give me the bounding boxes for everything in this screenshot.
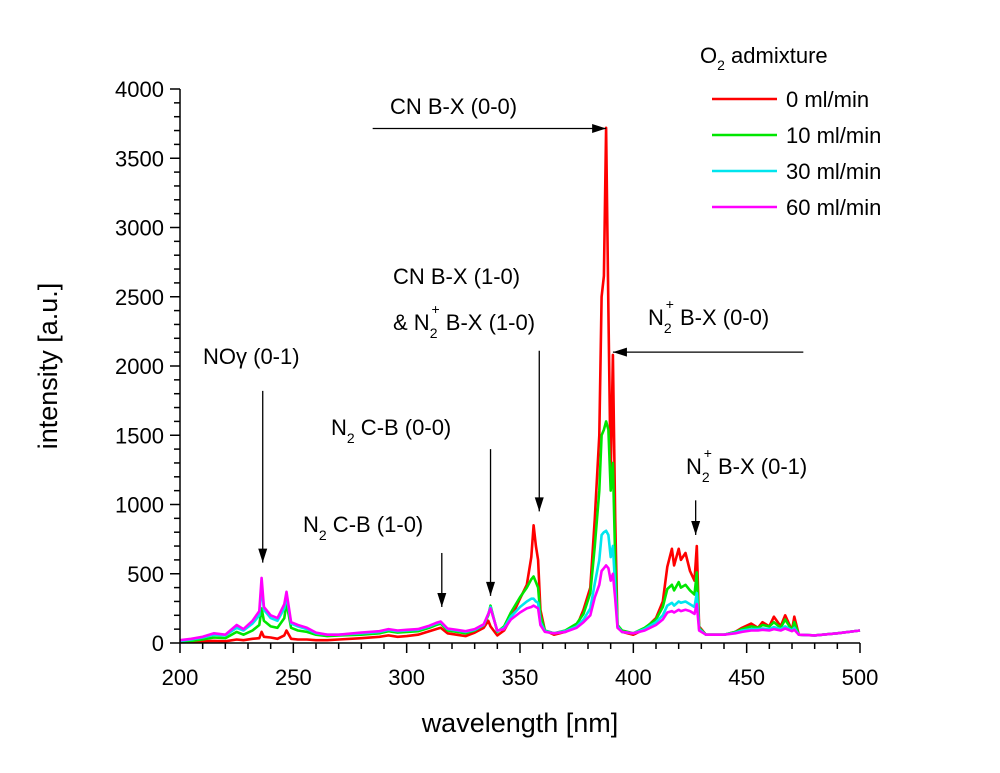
annotation-part: N [648, 305, 664, 330]
arrow-n2-cb-00 [486, 449, 496, 596]
x-tick-label: 250 [275, 665, 312, 690]
arrow-n2-cb-10 [437, 552, 447, 607]
arrow-cn-10 [534, 350, 544, 512]
annotation-part: + [704, 445, 712, 461]
annotation-n2p-01: N2 + B-X (0-1) [686, 445, 807, 485]
arrow-head [691, 520, 701, 535]
annotation-part: NO [203, 344, 236, 369]
annotation-arrows [258, 123, 804, 607]
series-line-0-ml-min [179, 126, 861, 644]
annotation-part: B-X (1-0) [440, 310, 535, 335]
series-line-60-ml-min [179, 564, 861, 642]
legend-item: 10 ml/min [712, 123, 881, 148]
y-tick-label: 4000 [115, 77, 164, 102]
legend-title: O2 admixture [700, 43, 828, 73]
legend-title-sub: 2 [717, 57, 725, 73]
arrow-cn-00 [372, 123, 607, 133]
annotation-part: N [303, 512, 319, 537]
annotation-part: CN B-X (1-0) [393, 264, 520, 289]
ticks [170, 88, 861, 653]
x-tick-label: 350 [502, 665, 539, 690]
series-layer [179, 126, 861, 644]
annotation-part: 2 [347, 430, 355, 446]
x-tick-label: 200 [162, 665, 199, 690]
x-tick-label: 300 [388, 665, 425, 690]
legend-label: 60 ml/min [786, 195, 881, 220]
annotation-cn-10: CN B-X (1-0) [393, 264, 520, 289]
legend-label: 30 ml/min [786, 159, 881, 184]
arrow-head [534, 497, 544, 512]
series-line-30-ml-min [179, 529, 861, 643]
tick-labels: 200 250 300 350 400 450 500 0 500 1000 1500 2000 250… [115, 77, 878, 690]
y-tick-label: 2500 [115, 285, 164, 310]
annotation-part: N [686, 454, 702, 479]
annotation-part: + [666, 296, 674, 312]
y-tick-label: 500 [127, 562, 164, 587]
annotations: CN B-X (0-0)CN B-X (1-0)& N2+ B-X (1-0) N… [203, 94, 807, 543]
y-tick-label: 3500 [115, 146, 164, 171]
annotation-part: B-X (0-1) [712, 454, 807, 479]
legend-title-rest: admixture [725, 43, 828, 68]
x-axis-title: wavelength [nm] [421, 708, 619, 738]
arrow-head [437, 592, 447, 607]
y-tick-label: 2000 [115, 354, 164, 379]
legend-label: 0 ml/min [786, 87, 869, 112]
annotation-n2-cb-00: N2 C-B (0-0) [331, 415, 451, 446]
annotation-part: 2 [319, 527, 327, 543]
annotation-part: 2 [702, 469, 710, 485]
annotation-part: C-B (0-0) [355, 415, 452, 440]
arrow-no-gamma [258, 390, 268, 563]
y-tick-label: 1500 [115, 423, 164, 448]
legend: O2 admixture 0 ml/min 10 ml/min 30 ml/min 6… [700, 43, 881, 220]
arrow-head [592, 123, 607, 133]
annotation-part: 2 [664, 320, 672, 336]
annotation-n2p-10: & N2 + B-X (1-0) [393, 301, 535, 341]
x-tick-label: 450 [728, 665, 765, 690]
legend-label: 10 ml/min [786, 123, 881, 148]
annotation-part: CN B-X (0-0) [390, 94, 517, 119]
annotation-n2-cb-10: N2 C-B (1-0) [303, 512, 423, 543]
annotation-part: B-X (0-0) [674, 305, 769, 330]
y-tick-label: 3000 [115, 216, 164, 241]
legend-items: 0 ml/min 10 ml/min 30 ml/min 60 ml/min [712, 87, 881, 220]
arrow-head [486, 581, 496, 596]
annotation-part: C-B (1-0) [327, 512, 424, 537]
annotation-part: 2 [430, 325, 438, 341]
y-tick-label: 1000 [115, 493, 164, 518]
arrow-n2p-00 [612, 347, 804, 357]
annotation-part: γ [236, 344, 247, 369]
annotation-part: & N [393, 310, 430, 335]
annotation-part: + [431, 301, 439, 317]
x-tick-label: 500 [842, 665, 879, 690]
legend-item: 30 ml/min [712, 159, 881, 184]
y-axis-title: intensity [a.u.] [33, 283, 63, 450]
annotation-n2p-00: N2 + B-X (0-0) [648, 296, 769, 336]
legend-item: 0 ml/min [712, 87, 869, 112]
arrow-n2p-01 [691, 500, 701, 535]
annotation-no-gamma: NOγ (0-1) [203, 344, 300, 369]
y-tick-label: 0 [152, 631, 164, 656]
legend-title-o: O [700, 43, 717, 68]
arrow-head [258, 548, 268, 563]
arrow-head [612, 347, 627, 357]
annotation-part: N [331, 415, 347, 440]
legend-item: 60 ml/min [712, 195, 881, 220]
annotation-cn-00: CN B-X (0-0) [390, 94, 517, 119]
x-tick-label: 400 [615, 665, 652, 690]
annotation-part: (0-1) [247, 344, 300, 369]
